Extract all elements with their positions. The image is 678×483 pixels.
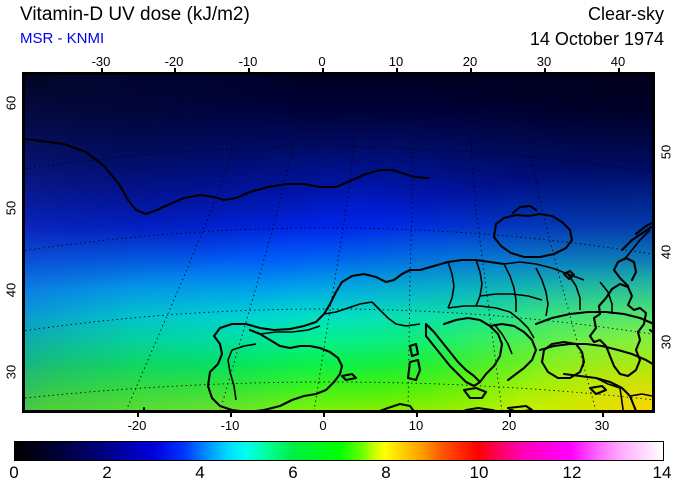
tick-mark-bottom: [509, 412, 511, 417]
tick-mark-top: [396, 68, 398, 73]
x-tick-label-bottom: -20: [127, 418, 147, 433]
x-tick-label-top: -20: [164, 54, 184, 69]
tick-mark-top: [248, 68, 250, 73]
y-tick-label-right: 50: [658, 144, 674, 160]
colorbar-tick-label: 6: [288, 463, 298, 482]
colorbar-tick-label: 4: [195, 463, 205, 482]
tick-mark-top: [544, 68, 546, 73]
page-title: Vitamin-D UV dose (kJ/m2): [20, 4, 250, 25]
colorbar-tick-label: 14: [652, 463, 672, 482]
colorbar-gradient: [14, 441, 664, 461]
tick-mark-bottom: [602, 412, 604, 417]
graticule: [24, 133, 653, 411]
tick-mark-bottom: [323, 412, 325, 417]
country-borders: [227, 229, 653, 411]
colorbar-tick-label: 12: [562, 463, 582, 482]
tick-mark-bottom: [416, 412, 418, 417]
x-tick-label-top: -30: [91, 54, 111, 69]
tick-mark-top: [618, 68, 620, 73]
tick-mark-top: [174, 68, 176, 73]
sky-condition-label: Clear-sky: [587, 4, 664, 24]
chart-header: Vitamin-D UV dose (kJ/m2) MSR - KNMI Cle…: [0, 0, 678, 58]
date-label: 14 October 1974: [529, 29, 664, 49]
x-tick-label-top: 40: [610, 54, 626, 69]
y-tick-label-left: 30: [3, 364, 19, 380]
y-tick-label-left: 60: [3, 95, 19, 111]
x-tick-label-bottom: 20: [501, 418, 517, 433]
colorbar-tick-label: 10: [469, 463, 489, 482]
x-tick-label-top: 0: [318, 54, 326, 69]
map-plot-area: [22, 68, 655, 417]
x-tick-label-top: 30: [536, 54, 552, 69]
tick-mark-top: [101, 68, 103, 73]
tick-mark-top: [322, 68, 324, 73]
tick-mark-top: [470, 68, 472, 73]
x-tick-label-bottom: 0: [319, 418, 327, 433]
y-tick-label-left: 50: [3, 200, 19, 216]
x-tick-label-bottom: 10: [408, 418, 424, 433]
colorbar-container: 0 2 4 6 8 10 12 14: [9, 441, 671, 482]
x-tick-label-bottom: -10: [220, 418, 240, 433]
y-tick-label-left: 40: [3, 282, 19, 298]
tick-mark-bottom: [230, 412, 232, 417]
colorbar-tick-label: 0: [9, 463, 19, 482]
colorbar-tick-label: 8: [381, 463, 391, 482]
y-tick-label-right: 40: [658, 244, 674, 260]
x-tick-label-top: -10: [238, 54, 258, 69]
uv-dose-heatmap: [24, 74, 653, 411]
coastlines: [24, 137, 653, 411]
tick-mark-bottom: [137, 412, 139, 417]
colorbar-tick-label: 2: [102, 463, 112, 482]
x-tick-label-top: 10: [388, 54, 404, 69]
map-inner-border: [24, 74, 653, 411]
source-label: MSR - KNMI: [20, 30, 105, 47]
x-tick-label-top: 20: [462, 54, 478, 69]
x-tick-label-bottom: 30: [594, 418, 610, 433]
y-tick-label-right: 30: [658, 334, 674, 350]
